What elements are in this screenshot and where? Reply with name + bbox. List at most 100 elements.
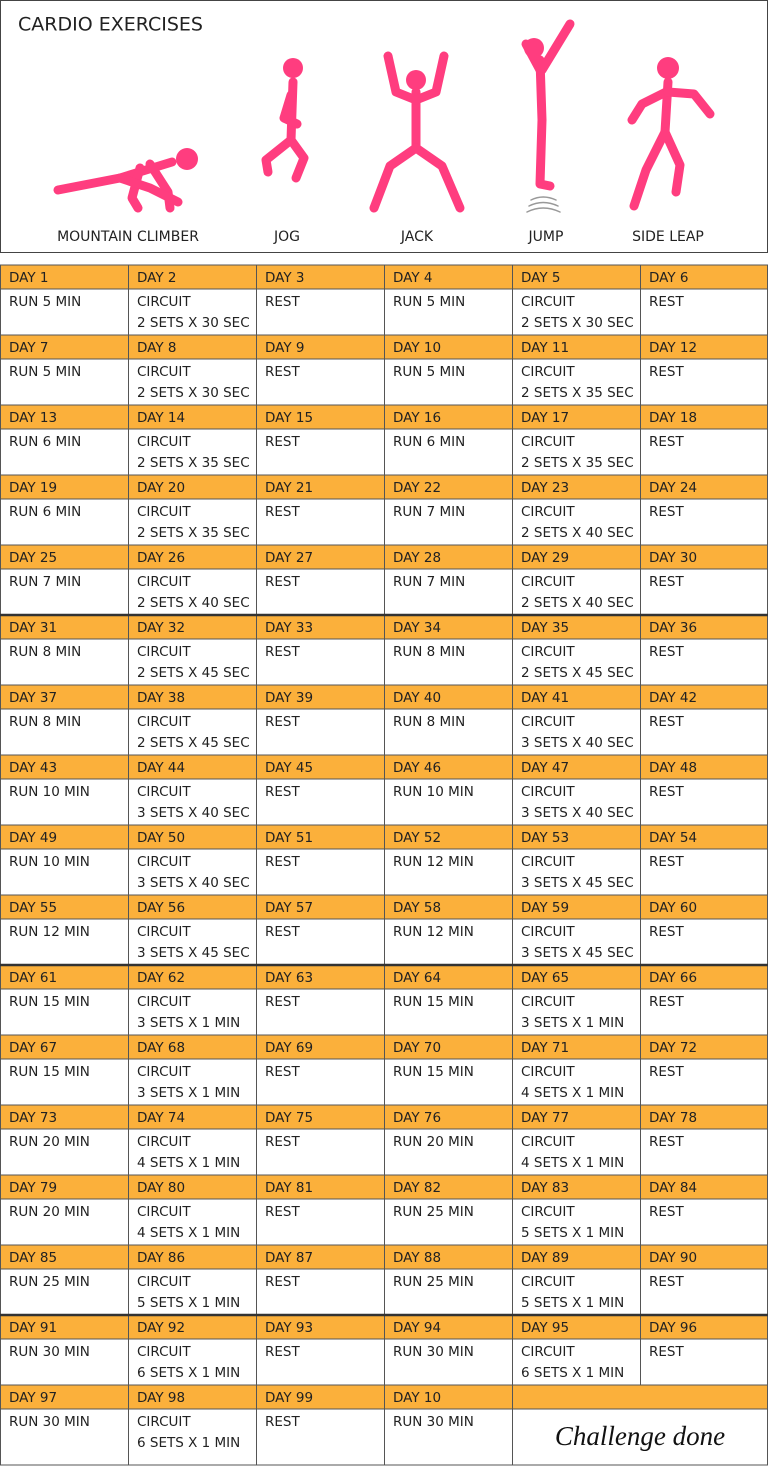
activity-text: RUN 12 MIN: [393, 854, 474, 870]
day-label: DAY 10: [393, 1390, 441, 1406]
day-label: DAY 55: [9, 900, 57, 916]
activity-text: CIRCUIT: [137, 644, 191, 660]
day-label: DAY 15: [265, 410, 313, 426]
activity-text: CIRCUIT: [137, 434, 191, 450]
activity-text: 5 SETS X 1 MIN: [137, 1295, 240, 1311]
activity-text: RUN 30 MIN: [9, 1414, 90, 1430]
day-label: DAY 16: [393, 410, 441, 426]
activity-text: CIRCUIT: [521, 1344, 575, 1360]
day-label: DAY 68: [137, 1040, 185, 1056]
figure-jack: [369, 51, 465, 213]
activity-text: RUN 15 MIN: [9, 994, 90, 1010]
figure-jump: [521, 19, 575, 213]
day-label: DAY 77: [521, 1110, 569, 1126]
activity-text: CIRCUIT: [521, 924, 575, 940]
activity-text: REST: [649, 1204, 684, 1220]
figure-mountain-climber: [53, 148, 198, 213]
activity-text: 4 SETS X 1 MIN: [137, 1155, 240, 1171]
activity-text: 2 SETS X 40 SEC: [521, 525, 634, 541]
day-label: DAY 70: [393, 1040, 441, 1056]
activity-text: RUN 25 MIN: [9, 1274, 90, 1290]
day-label: DAY 35: [521, 620, 569, 636]
activity-text: CIRCUIT: [137, 294, 191, 310]
day-label: DAY 49: [9, 830, 57, 846]
day-label: DAY 80: [137, 1180, 185, 1196]
day-label: DAY 48: [649, 760, 697, 776]
activity-text: RUN 15 MIN: [9, 1064, 90, 1080]
activity-text: RUN 8 MIN: [393, 644, 465, 660]
day-label: DAY 28: [393, 550, 441, 566]
day-label: DAY 44: [137, 760, 185, 776]
day-label: DAY 89: [521, 1250, 569, 1266]
activity-text: CIRCUIT: [521, 434, 575, 450]
activity-text: CIRCUIT: [521, 504, 575, 520]
activity-text: CIRCUIT: [137, 1274, 191, 1290]
activity-text: RUN 6 MIN: [9, 504, 81, 520]
activity-text: 4 SETS X 1 MIN: [521, 1155, 624, 1171]
activity-text: RUN 12 MIN: [9, 924, 90, 940]
activity-text: CIRCUIT: [137, 1064, 191, 1080]
day-label: DAY 82: [393, 1180, 441, 1196]
activity-text: RUN 8 MIN: [393, 714, 465, 730]
day-label: DAY 65: [521, 970, 569, 986]
activity-text: REST: [649, 1134, 684, 1150]
activity-text: REST: [265, 924, 300, 940]
activity-text: REST: [265, 574, 300, 590]
day-label: DAY 79: [9, 1180, 57, 1196]
day-label: DAY 98: [137, 1390, 185, 1406]
day-label: DAY 14: [137, 410, 185, 426]
day-label: DAY 57: [265, 900, 313, 916]
day-label: DAY 1: [9, 270, 48, 286]
activity-text: RUN 5 MIN: [9, 364, 81, 380]
activity-text: RUN 6 MIN: [9, 434, 81, 450]
activity-text: REST: [649, 574, 684, 590]
activity-text: 2 SETS X 40 SEC: [137, 595, 250, 611]
activity-text: CIRCUIT: [137, 1134, 191, 1150]
day-label: DAY 47: [521, 760, 569, 776]
exercise-label: SIDE LEAP: [632, 229, 704, 245]
day-label: DAY 97: [9, 1390, 57, 1406]
day-label: DAY 52: [393, 830, 441, 846]
day-label: DAY 90: [649, 1250, 697, 1266]
day-label: DAY 83: [521, 1180, 569, 1196]
activity-text: CIRCUIT: [521, 1134, 575, 1150]
activity-text: 4 SETS X 1 MIN: [137, 1225, 240, 1241]
activity-text: RUN 5 MIN: [393, 364, 465, 380]
day-label: DAY 51: [265, 830, 313, 846]
activity-text: RUN 10 MIN: [9, 854, 90, 870]
activity-text: CIRCUIT: [137, 1414, 191, 1430]
activity-text: 2 SETS X 30 SEC: [521, 315, 634, 331]
activity-text: REST: [265, 1414, 300, 1430]
day-label: DAY 4: [393, 270, 432, 286]
day-label: DAY 7: [9, 340, 48, 356]
day-label: DAY 38: [137, 690, 185, 706]
activity-text: 3 SETS X 40 SEC: [137, 875, 250, 891]
day-label: DAY 69: [265, 1040, 313, 1056]
activity-text: REST: [649, 1064, 684, 1080]
day-label: DAY 30: [649, 550, 697, 566]
activity-text: REST: [265, 1274, 300, 1290]
title: CARDIO EXERCISES: [18, 14, 203, 36]
day-label: DAY 88: [393, 1250, 441, 1266]
day-label: DAY 93: [265, 1320, 313, 1336]
day-label: DAY 72: [649, 1040, 697, 1056]
activity-text: CIRCUIT: [521, 854, 575, 870]
exercise-label: JOG: [273, 229, 300, 245]
day-label: DAY 23: [521, 480, 569, 496]
day-label: DAY 40: [393, 690, 441, 706]
exercise-label: MOUNTAIN CLIMBER: [57, 229, 199, 245]
activity-text: REST: [265, 434, 300, 450]
day-label: DAY 63: [265, 970, 313, 986]
activity-text: REST: [649, 434, 684, 450]
day-label: DAY 13: [9, 410, 57, 426]
activity-text: REST: [265, 1064, 300, 1080]
activity-text: REST: [265, 994, 300, 1010]
day-label: DAY 46: [393, 760, 441, 776]
day-label: DAY 94: [393, 1320, 441, 1336]
activity-text: 2 SETS X 45 SEC: [521, 665, 634, 681]
day-label: DAY 31: [9, 620, 57, 636]
day-label: DAY 3: [265, 270, 304, 286]
day-label: DAY 41: [521, 690, 569, 706]
exercise-label: JUMP: [528, 229, 564, 245]
